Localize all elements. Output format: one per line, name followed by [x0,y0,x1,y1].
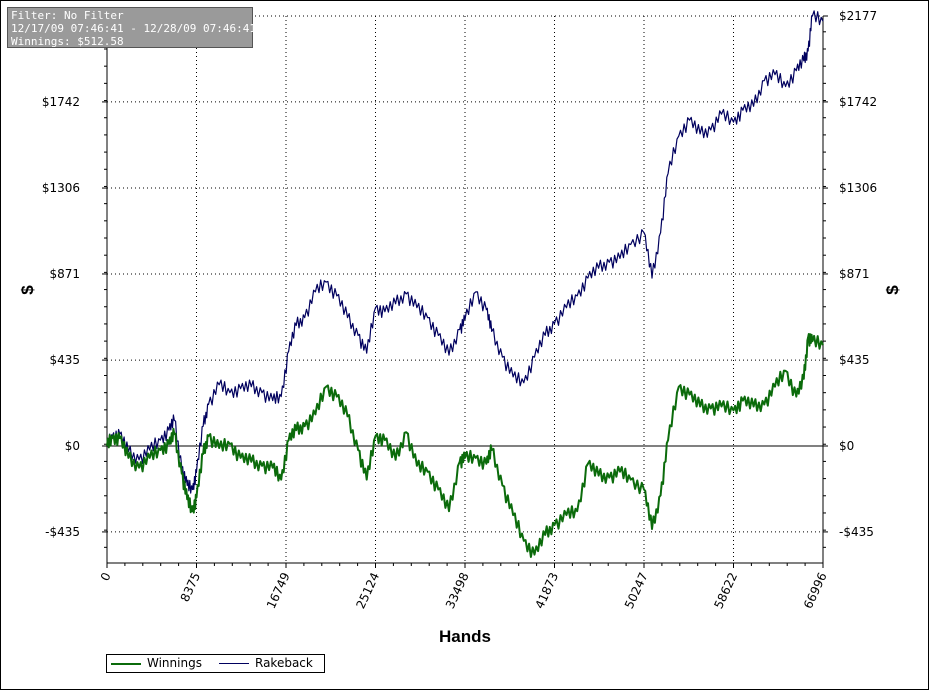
y-tick-label-left: -$435 [45,525,80,539]
y-tick-label-left: $871 [49,267,80,281]
x-tick-label: 25124 [353,570,382,611]
y-tick-label-left: $435 [49,353,80,367]
y-axis-title-right: $ [883,285,902,295]
y-tick-label-right: $871 [839,267,870,281]
plot-area [107,16,823,563]
y-axis-title-left: $ [18,285,37,295]
x-tick-label: 33498 [443,570,472,611]
filter-text: Filter: No Filter [11,9,124,22]
y-tick-label-right: -$435 [839,525,874,539]
date-range-text: 12/17/09 07:46:41 - 12/28/09 07:46:41 [11,22,257,35]
legend-label-rakeback: Rakeback [255,656,313,670]
legend-swatch-winnings [111,662,141,665]
y-tick-label-right: $2177 [839,9,877,23]
x-tick-label: 58622 [711,570,740,611]
winnings-text: Winnings: $512.58 [11,35,124,48]
series-line-winnings [106,333,824,558]
chart-legend: Winnings Rakeback [106,654,325,673]
series-line-rakeback [106,10,824,494]
y-tick-label-right: $435 [839,353,870,367]
legend-label-winnings: Winnings [147,656,202,670]
y-tick-label-right: $1306 [839,181,877,195]
info-box: Filter: No Filter 12/17/09 07:46:41 - 12… [7,7,257,48]
legend-item-rakeback: Rakeback [219,655,313,672]
x-tick-label: 41873 [532,570,561,611]
y-tick-label-left: $1306 [42,181,80,195]
x-tick-label: 66996 [801,570,830,611]
y-tick-label-right: $1742 [839,95,877,109]
x-tick-label: 50247 [622,570,651,611]
legend-swatch-rakeback [219,663,249,664]
x-tick-label: 16749 [264,570,293,611]
y-tick-label-right: $0 [839,439,854,453]
x-axis-title: Hands [439,627,491,646]
x-tick-label: 8375 [178,570,204,604]
legend-item-winnings: Winnings [111,655,202,672]
y-tick-label-left: $0 [65,439,80,453]
x-tick-label: 0 [98,570,114,583]
y-tick-label-left: $1742 [42,95,80,109]
